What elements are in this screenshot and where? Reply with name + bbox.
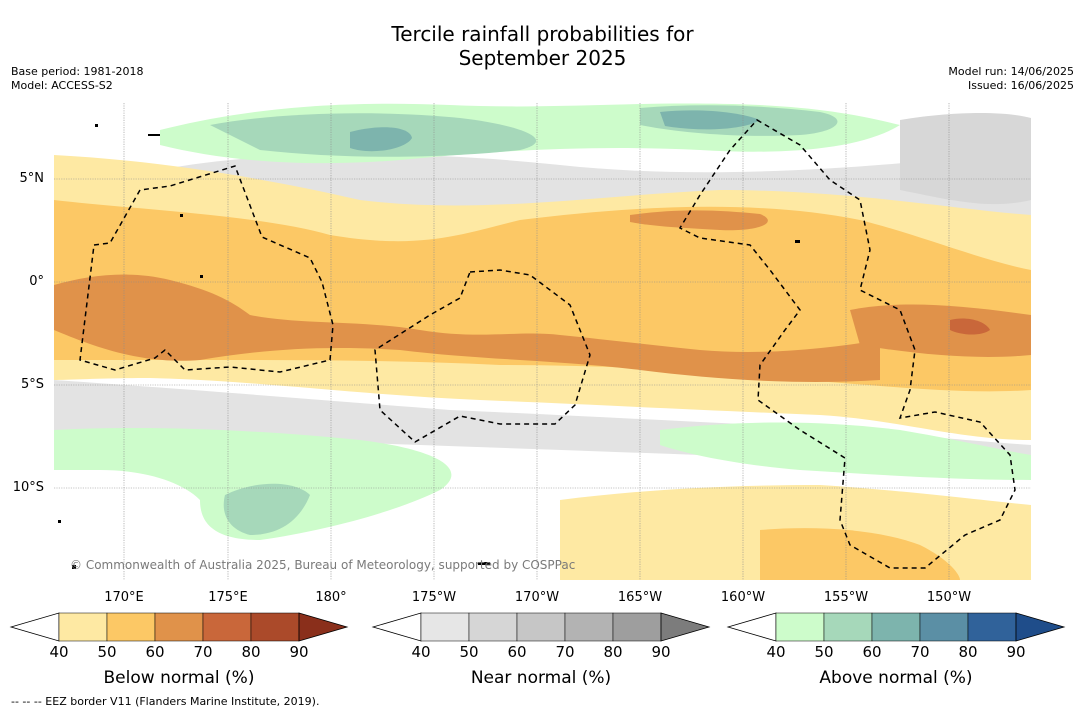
cb-below-tick: 80 [241, 643, 261, 661]
colorbar-near-max-arrow [660, 612, 711, 642]
colorbar-above-swatch [967, 612, 1017, 642]
island-mark [95, 124, 98, 127]
colorbar-near-swatch [516, 612, 566, 642]
eez-border-kiribati-line [678, 119, 1016, 569]
island-mark [58, 520, 61, 523]
lon-label-180: 180° [315, 590, 347, 605]
colorbar-near-min-arrow [371, 612, 422, 642]
above-normal-band-south-2 [660, 422, 1031, 480]
below-normal-peak-east [950, 318, 990, 335]
cb-below-tick: 90 [289, 643, 309, 661]
cb-near-tick: 90 [651, 643, 671, 661]
base-period: Base period: 1981-2018 [11, 65, 144, 78]
colorbar-near-swatch [468, 612, 518, 642]
cb-above-tick: 80 [958, 643, 978, 661]
colorbar-below-swatch [106, 612, 156, 642]
probability-field [54, 103, 1031, 580]
near-normal-region-ne [900, 113, 1031, 205]
copyright-notice: © Commonwealth of Australia 2025, Bureau… [70, 558, 576, 572]
colorbar-below-swatch [58, 612, 108, 642]
colorbar-below-swatch [202, 612, 252, 642]
colorbar-below-swatch [154, 612, 204, 642]
island-outlines [58, 124, 800, 569]
cb-near-tick: 70 [555, 643, 575, 661]
lat-label-10s: 10°S [12, 480, 44, 495]
colorbar-below-swatch [250, 612, 300, 642]
colorbar-above-swatch [871, 612, 921, 642]
colorbar-above-max-arrow [1015, 612, 1066, 642]
lat-label-5n: 5°N [19, 171, 45, 186]
colorbar-near-swatch [420, 612, 470, 642]
cb-near-tick: 50 [459, 643, 479, 661]
lat-label-5s: 5°S [20, 377, 44, 392]
colorbar-above-title: Above normal (%) [819, 668, 973, 688]
above-normal-core-south [223, 483, 310, 535]
lon-label-165w: 165°W [617, 590, 663, 605]
lon-label-175e: 175°E [208, 590, 248, 605]
eez-footnote: -- -- -- EEZ border V11 (Flanders Marine… [11, 695, 320, 708]
lon-label-150w: 150°W [926, 590, 972, 605]
colorbar-below-max-arrow [298, 612, 349, 642]
colorbar-above-swatch [823, 612, 873, 642]
colorbar-above-min-arrow [726, 612, 777, 642]
model-name: Model: ACCESS-S2 [11, 79, 113, 92]
meta-right: Model run: 14/06/2025 Issued: 16/06/2025 [948, 65, 1074, 93]
eez-borders [79, 119, 1016, 569]
above-normal-band-south [54, 428, 452, 540]
cb-near-tick: 40 [411, 643, 431, 661]
island-mark [180, 214, 183, 217]
cb-above-tick: 60 [862, 643, 882, 661]
title-line-1: Tercile rainfall probabilities for [391, 22, 694, 46]
island-mark [72, 565, 76, 569]
lon-label-160w: 160°W [720, 590, 766, 605]
island-mark [795, 240, 800, 243]
colorbar-above-swatch [775, 612, 825, 642]
below-normal-core-west [54, 274, 880, 382]
lon-label-175w: 175°W [411, 590, 457, 605]
cb-above-tick: 40 [766, 643, 786, 661]
island-mark [200, 275, 203, 278]
colorbar-near-title: Near normal (%) [470, 668, 612, 688]
colorbar-below-normal [9, 612, 349, 642]
below-normal-core-east [850, 304, 1031, 357]
above-normal-peak-north [350, 127, 412, 152]
island-mark [478, 562, 490, 565]
colorbar-near-normal [371, 612, 711, 642]
cb-above-tick: 70 [910, 643, 930, 661]
lon-label-155w: 155°W [823, 590, 869, 605]
map-title: Tercile rainfall probabilities for Septe… [0, 22, 1085, 70]
colorbar-near-swatch [564, 612, 614, 642]
colorbar-below-title: Below normal (%) [103, 668, 255, 688]
lat-label-0: 0° [29, 274, 44, 289]
cb-near-tick: 80 [603, 643, 623, 661]
meta-left: Base period: 1981-2018 Model: ACCESS-S2 [11, 65, 143, 93]
model-run: Model run: 14/06/2025 [948, 65, 1074, 78]
colorbar-above-swatch [919, 612, 969, 642]
colorbar-near-swatch [612, 612, 662, 642]
cb-near-tick: 60 [507, 643, 527, 661]
eez-border-kiribati-phoenix [374, 269, 591, 443]
cb-below-tick: 50 [97, 643, 117, 661]
lon-label-170e: 170°E [104, 590, 144, 605]
cb-above-tick: 50 [814, 643, 834, 661]
eez-border-kiribati-gilbert [79, 165, 334, 373]
below-normal-core-north [630, 210, 768, 231]
below-normal-region-southeast-mid [760, 528, 960, 580]
cb-below-tick: 40 [49, 643, 69, 661]
cb-above-tick: 90 [1006, 643, 1026, 661]
island-mark [148, 134, 160, 136]
colorbar-above-normal [726, 612, 1066, 642]
cb-below-tick: 70 [193, 643, 213, 661]
issued-date: Issued: 16/06/2025 [967, 79, 1074, 92]
lon-label-170w: 170°W [514, 590, 560, 605]
above-normal-peak-north-2 [660, 110, 760, 130]
colorbar-below-min-arrow [9, 612, 60, 642]
title-line-2: September 2025 [458, 46, 627, 70]
cb-below-tick: 60 [145, 643, 165, 661]
